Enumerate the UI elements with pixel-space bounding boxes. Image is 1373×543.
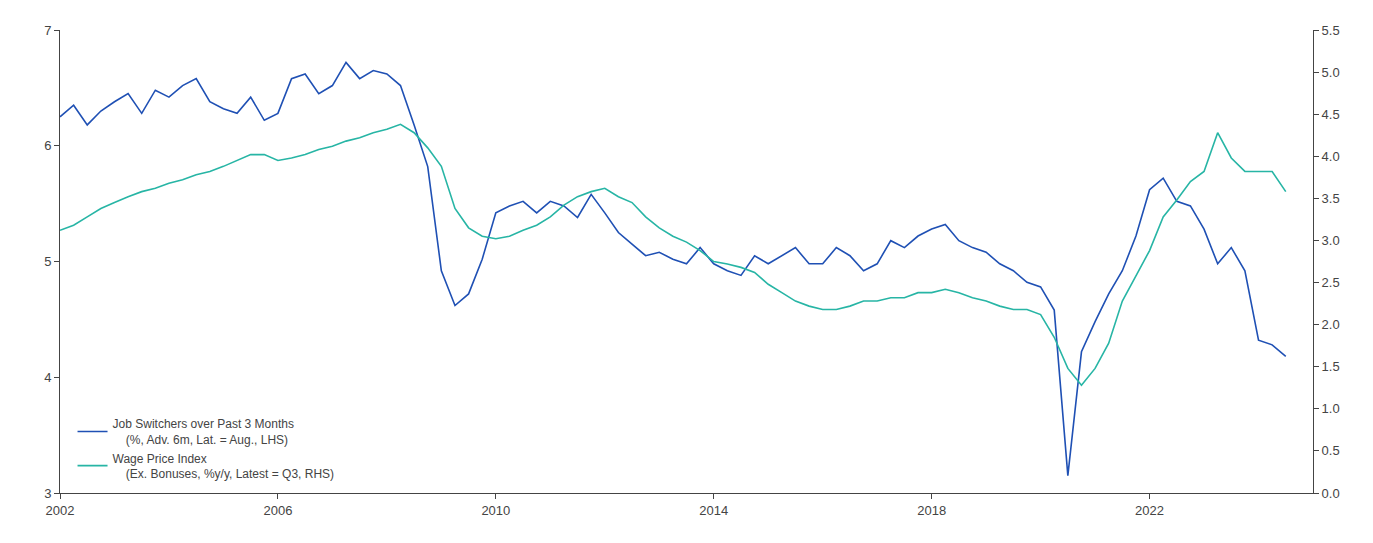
svg-text:0.0: 0.0 (1322, 486, 1340, 501)
svg-text:0.5: 0.5 (1322, 443, 1340, 458)
svg-text:1.0: 1.0 (1322, 401, 1340, 416)
svg-text:2022: 2022 (1135, 503, 1164, 518)
svg-text:5.0: 5.0 (1322, 65, 1340, 80)
svg-text:1.5: 1.5 (1322, 359, 1340, 374)
svg-text:5.5: 5.5 (1322, 23, 1340, 38)
svg-text:Wage Price Index (Ex. Bonus: Wage Price Index (Ex. Bonuses, %y/y, Lat… (113, 452, 335, 482)
svg-text:3.5: 3.5 (1322, 191, 1340, 206)
svg-text:2006: 2006 (263, 503, 292, 518)
svg-text:3.0: 3.0 (1322, 233, 1340, 248)
svg-text:2002: 2002 (46, 503, 75, 518)
svg-text:2014: 2014 (699, 503, 728, 518)
svg-text:2010: 2010 (481, 503, 510, 518)
svg-text:7: 7 (44, 23, 51, 38)
svg-text:2.5: 2.5 (1322, 275, 1340, 290)
svg-text:2018: 2018 (917, 503, 946, 518)
svg-text:4: 4 (44, 370, 51, 385)
svg-text:6: 6 (44, 138, 51, 153)
svg-text:4.0: 4.0 (1322, 149, 1340, 164)
svg-text:Job Switchers over Past 3 Mont: Job Switchers over Past 3 Months (%, Adv… (113, 417, 294, 447)
svg-text:5: 5 (44, 254, 51, 269)
svg-text:4.5: 4.5 (1322, 107, 1340, 122)
svg-text:3: 3 (44, 486, 51, 501)
svg-text:2.0: 2.0 (1322, 317, 1340, 332)
